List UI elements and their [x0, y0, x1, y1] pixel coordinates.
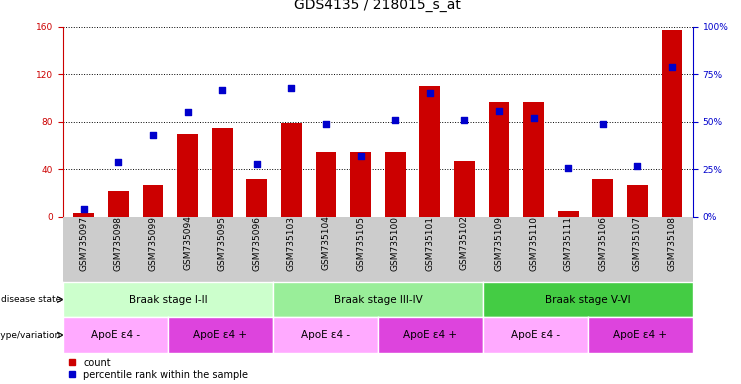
Legend: count, percentile rank within the sample: count, percentile rank within the sample	[68, 358, 248, 380]
Text: ApoE ε4 -: ApoE ε4 -	[511, 330, 560, 340]
Bar	[627, 185, 648, 217]
Bar	[523, 102, 544, 217]
Bar	[662, 30, 682, 217]
Point	[597, 121, 609, 127]
Point	[389, 117, 401, 123]
Bar	[558, 211, 579, 217]
Point	[666, 64, 678, 70]
Text: Braak stage V-VI: Braak stage V-VI	[545, 295, 631, 305]
Point	[631, 162, 643, 169]
Point	[320, 121, 332, 127]
Bar	[593, 179, 614, 217]
Bar	[316, 152, 336, 217]
Point	[562, 164, 574, 170]
Text: disease state: disease state	[1, 295, 61, 304]
Text: GDS4135 / 218015_s_at: GDS4135 / 218015_s_at	[294, 0, 462, 12]
Bar	[108, 191, 129, 217]
Bar	[73, 214, 94, 217]
Point	[459, 117, 471, 123]
Text: Braak stage III-IV: Braak stage III-IV	[333, 295, 422, 305]
Point	[285, 84, 297, 91]
Point	[424, 90, 436, 96]
Point	[182, 109, 193, 116]
Point	[113, 159, 124, 165]
Bar	[177, 134, 198, 217]
Bar	[488, 102, 509, 217]
Bar	[142, 185, 163, 217]
Bar	[281, 123, 302, 217]
Point	[216, 86, 228, 93]
Text: ApoE ε4 +: ApoE ε4 +	[614, 330, 668, 340]
Text: ApoE ε4 -: ApoE ε4 -	[301, 330, 350, 340]
Bar	[419, 86, 440, 217]
Text: ApoE ε4 +: ApoE ε4 +	[193, 330, 247, 340]
Point	[147, 132, 159, 138]
Text: genotype/variation: genotype/variation	[0, 331, 61, 339]
Text: Braak stage I-II: Braak stage I-II	[129, 295, 207, 305]
Bar	[454, 161, 475, 217]
Bar	[212, 128, 233, 217]
Point	[355, 153, 367, 159]
Bar	[247, 179, 268, 217]
Text: ApoE ε4 +: ApoE ε4 +	[403, 330, 457, 340]
Bar	[385, 152, 405, 217]
Bar	[350, 152, 371, 217]
Text: ApoE ε4 -: ApoE ε4 -	[91, 330, 140, 340]
Point	[78, 206, 90, 212]
Point	[493, 108, 505, 114]
Point	[528, 115, 539, 121]
Point	[251, 161, 263, 167]
